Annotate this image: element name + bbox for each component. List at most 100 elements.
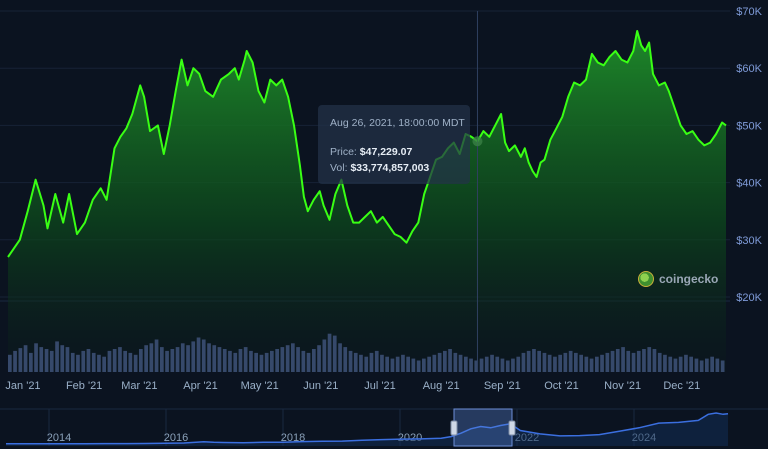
volume-bar — [285, 345, 290, 372]
volume-bar — [338, 343, 342, 372]
volume-bar — [479, 358, 484, 372]
y-tick-label: $50K — [736, 120, 762, 132]
volume-bar — [191, 341, 196, 372]
volume-layer — [8, 333, 725, 372]
volume-bar — [296, 347, 300, 372]
volume-bar — [81, 350, 86, 372]
volume-bar — [23, 345, 28, 372]
volume-bar — [65, 347, 70, 372]
volume-bar — [18, 348, 23, 372]
volume-bar — [595, 356, 599, 372]
volume-bar — [76, 354, 80, 372]
volume-bar — [238, 349, 243, 372]
volume-bar — [112, 349, 117, 372]
volume-bar — [720, 360, 725, 372]
volume-bar — [34, 343, 38, 372]
volume-bar — [39, 347, 44, 372]
tooltip-vol-label: Vol: — [330, 162, 348, 174]
volume-bar — [374, 350, 379, 372]
volume-bar — [70, 352, 75, 372]
volume-bar — [170, 349, 175, 372]
volume-bar — [207, 343, 211, 372]
y-tick-label: $40K — [736, 178, 762, 190]
x-tick-label: Sep '21 — [484, 380, 521, 392]
volume-bar — [521, 352, 526, 372]
y-tick-label: $20K — [736, 292, 762, 304]
volume-bar — [343, 347, 348, 372]
watermark: coingecko — [638, 271, 718, 287]
volume-bar — [186, 345, 190, 372]
x-tick-label: Aug '21 — [423, 380, 460, 392]
volume-bar — [123, 350, 127, 372]
volume-bar — [621, 347, 625, 372]
volume-bar — [212, 345, 217, 372]
volume-bar — [574, 352, 578, 372]
volume-bar — [264, 352, 269, 372]
volume-bar — [589, 358, 594, 372]
volume-bar — [128, 352, 133, 372]
x-tick-label: Oct '21 — [544, 380, 579, 392]
volume-bar — [317, 345, 321, 372]
volume-bar — [165, 350, 169, 372]
tooltip-volume: Vol: $33,774,857,003 — [330, 162, 429, 174]
volume-bar — [563, 352, 568, 372]
volume-bar — [60, 345, 65, 372]
volume-bar — [401, 354, 405, 372]
volume-bar — [49, 350, 54, 372]
navigator-handle[interactable] — [508, 420, 516, 436]
volume-bar — [553, 356, 557, 372]
volume-bar — [201, 339, 206, 372]
volume-bar — [306, 352, 311, 372]
volume-bar — [385, 356, 389, 372]
navigator-selection[interactable] — [453, 408, 513, 447]
volume-bar — [327, 333, 332, 372]
volume-bar — [249, 350, 253, 372]
volume-bar — [149, 343, 154, 372]
tooltip-vol-value: $33,774,857,003 — [350, 162, 430, 174]
volume-bar — [663, 354, 667, 372]
volume-bar — [516, 356, 521, 372]
volume-bar — [139, 349, 143, 372]
volume-bar — [484, 356, 489, 372]
volume-bar — [642, 349, 646, 372]
volume-bar — [422, 358, 426, 372]
volume-bar — [490, 354, 494, 372]
y-tick-label: $70K — [736, 6, 762, 18]
volume-bar — [443, 350, 447, 372]
volume-bar — [97, 354, 101, 372]
volume-bar — [160, 347, 164, 372]
volume-bar — [353, 352, 358, 372]
volume-bar — [13, 350, 17, 372]
volume-bar — [699, 360, 704, 372]
hover-point — [472, 136, 483, 147]
volume-bar — [91, 352, 96, 372]
volume-bar — [631, 352, 636, 372]
volume-bar — [29, 352, 33, 372]
navigator-area — [6, 413, 728, 446]
price-line[interactable] — [7, 30, 727, 258]
volume-bar — [474, 360, 479, 372]
x-tick-label: Nov '21 — [604, 380, 641, 392]
volume-bar — [458, 354, 463, 372]
volume-bar — [626, 350, 631, 372]
volume-bar — [495, 356, 500, 372]
volume-bar — [8, 354, 12, 372]
volume-bar — [710, 356, 714, 372]
volume-bar — [532, 349, 536, 372]
x-tick-label: Jan '21 — [5, 380, 40, 392]
volume-bar — [133, 354, 138, 372]
volume-bar — [500, 358, 505, 372]
volume-bar — [511, 358, 515, 372]
x-tick-label: May '21 — [241, 380, 279, 392]
volume-bar — [652, 349, 657, 372]
volume-bar — [469, 358, 473, 372]
navigator-handle[interactable] — [450, 420, 458, 436]
volume-bar — [568, 350, 573, 372]
navigator[interactable]: 201420162018202020222024 — [0, 408, 768, 447]
volume-bar — [705, 358, 709, 372]
volume-bar — [537, 350, 541, 372]
navigator-tick-label: 2014 — [47, 432, 71, 444]
volume-bar — [228, 350, 232, 372]
